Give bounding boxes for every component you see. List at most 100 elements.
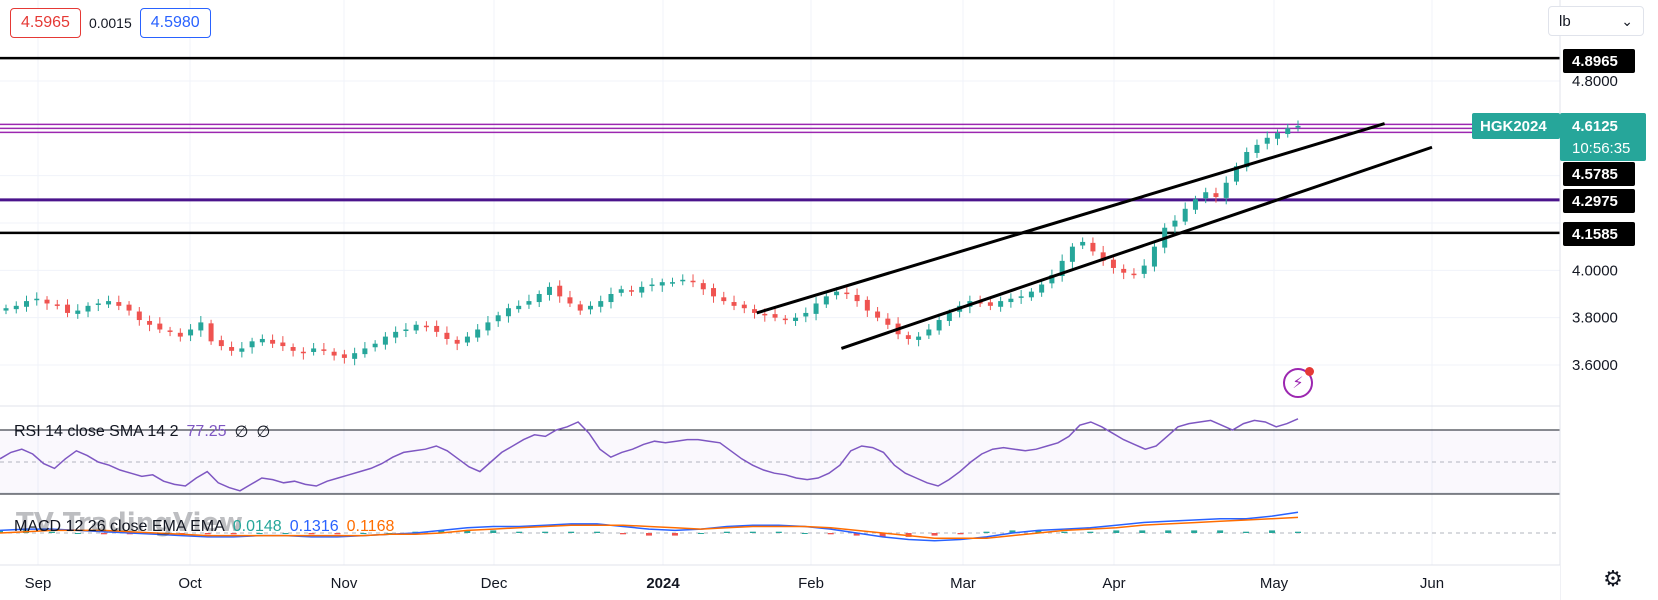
candle-body bbox=[1182, 208, 1188, 222]
candle-body bbox=[321, 349, 327, 351]
macd-histogram-bar bbox=[1243, 531, 1250, 533]
candle-body bbox=[136, 311, 142, 321]
rsi-extra-1: ∅ bbox=[234, 424, 249, 441]
candle-body bbox=[290, 347, 296, 351]
macd-legend[interactable]: MACD 12 26 close EMA EMA 0.0148 0.1316 0… bbox=[14, 518, 394, 536]
candle-body bbox=[608, 294, 614, 303]
candle-body bbox=[598, 301, 604, 307]
candle-body bbox=[1264, 137, 1270, 144]
ask-price-button[interactable]: 4.5980 bbox=[139, 8, 211, 38]
candle-body bbox=[885, 318, 891, 325]
candle-body bbox=[1069, 246, 1075, 262]
macd-histogram-bar bbox=[438, 530, 445, 533]
macd-histogram-bar bbox=[853, 533, 860, 536]
candle-body bbox=[875, 311, 881, 318]
last-price-badge bbox=[1560, 113, 1646, 161]
notification-dot bbox=[1305, 367, 1314, 376]
candle-body bbox=[762, 313, 768, 316]
time-tick-label: Nov bbox=[331, 575, 358, 592]
candle-body bbox=[526, 301, 532, 305]
candle-body bbox=[157, 323, 163, 330]
macd-histogram-bar bbox=[594, 531, 601, 533]
candle-body bbox=[1285, 128, 1291, 135]
macd-histogram-bar bbox=[74, 533, 81, 534]
countdown-label: 10:56:35 bbox=[1572, 140, 1630, 157]
settings-gear-icon[interactable]: ⚙ bbox=[1603, 566, 1623, 591]
macd-histogram-bar bbox=[204, 533, 211, 535]
macd-histogram-bar bbox=[256, 533, 263, 534]
candle-body bbox=[670, 282, 676, 284]
candle-body bbox=[34, 298, 40, 301]
candle-body bbox=[485, 322, 491, 331]
macd-line-value: 0.1316 bbox=[289, 518, 339, 535]
candle-body bbox=[741, 304, 747, 309]
price-axis[interactable]: 4.8000 4.0000 3.8000 3.6000 4.8965 4.5785 4.29… bbox=[1472, 0, 1658, 600]
candle-body bbox=[546, 286, 552, 295]
bid-ask-panel: 4.5965 0.0015 4.5980 bbox=[10, 8, 211, 38]
symbol-badge bbox=[1472, 113, 1560, 139]
candle-body bbox=[618, 289, 624, 293]
time-tick-label: Jun bbox=[1420, 575, 1444, 592]
level-price-badge bbox=[1563, 189, 1635, 213]
candle-body bbox=[1213, 193, 1219, 197]
candle-body bbox=[495, 315, 501, 322]
chevron-down-icon: ⌄ bbox=[1621, 12, 1633, 29]
level-price-badge bbox=[1563, 222, 1635, 246]
candle-body bbox=[1233, 166, 1239, 182]
macd-histogram-bar bbox=[1295, 531, 1301, 533]
macd-histogram-bar bbox=[386, 533, 393, 534]
candle-body bbox=[106, 301, 112, 305]
level-price-badge bbox=[1563, 162, 1635, 186]
price-tick-label: 4.0000 bbox=[1572, 262, 1618, 279]
candle-body bbox=[372, 343, 378, 348]
macd-histogram-bar bbox=[1191, 530, 1198, 533]
level-price-label: 4.2975 bbox=[1572, 193, 1618, 210]
candle-body bbox=[782, 318, 788, 321]
macd-histogram-bar bbox=[1061, 531, 1068, 533]
macd-histogram-bar bbox=[931, 533, 938, 536]
time-axis[interactable]: Sep Oct Nov Dec 2024 Feb Mar Apr May Jun bbox=[0, 564, 1560, 600]
candle-body bbox=[1295, 125, 1301, 128]
horizontal-levels[interactable] bbox=[0, 56, 1560, 235]
macd-histogram-bar bbox=[620, 533, 627, 535]
candle-body bbox=[464, 336, 470, 343]
candle-body bbox=[587, 305, 593, 310]
watermark-text: TradingView bbox=[62, 508, 244, 538]
rsi-value: 77.25 bbox=[186, 423, 227, 440]
candle-body bbox=[680, 279, 686, 282]
bid-price-button[interactable]: 4.5965 bbox=[10, 8, 81, 38]
candle-body bbox=[1080, 241, 1086, 246]
candle-body bbox=[208, 323, 214, 342]
candle-body bbox=[946, 312, 952, 321]
macd-histogram-bar bbox=[879, 533, 886, 537]
macd-histogram-bar bbox=[0, 530, 3, 533]
macd-histogram-bar bbox=[801, 533, 808, 534]
macd-histogram-bar bbox=[568, 531, 575, 533]
candle-body bbox=[567, 297, 573, 304]
lightning-icon[interactable]: ⚡ bbox=[1283, 367, 1314, 398]
macd-histogram-bar bbox=[957, 533, 964, 535]
candle-body bbox=[147, 320, 153, 325]
macd-histogram-bar bbox=[1139, 530, 1146, 533]
candle-body bbox=[700, 283, 706, 290]
time-axis-background bbox=[0, 565, 1560, 600]
macd-histogram-bar bbox=[1035, 530, 1042, 533]
candle-body bbox=[803, 312, 809, 317]
candle-body bbox=[249, 341, 255, 348]
candle-body bbox=[382, 336, 388, 345]
time-tick-label: Apr bbox=[1102, 575, 1125, 592]
price-tick-label: 4.8000 bbox=[1572, 73, 1618, 90]
candle-body bbox=[1121, 268, 1127, 273]
candle-body bbox=[834, 291, 840, 296]
trend-channel[interactable] bbox=[756, 122, 1433, 350]
unit-select[interactable]: lb ⌄ bbox=[1548, 6, 1644, 36]
rsi-legend[interactable]: RSI 14 close SMA 14 2 77.25 ∅ ∅ bbox=[14, 422, 270, 442]
candle-body bbox=[454, 339, 460, 344]
candle-body bbox=[536, 294, 542, 303]
candle-body bbox=[403, 329, 409, 331]
candle-body bbox=[167, 330, 173, 332]
candle-body bbox=[1131, 273, 1137, 276]
time-tick-label: Mar bbox=[950, 575, 976, 592]
level-price-badge bbox=[1563, 49, 1635, 73]
